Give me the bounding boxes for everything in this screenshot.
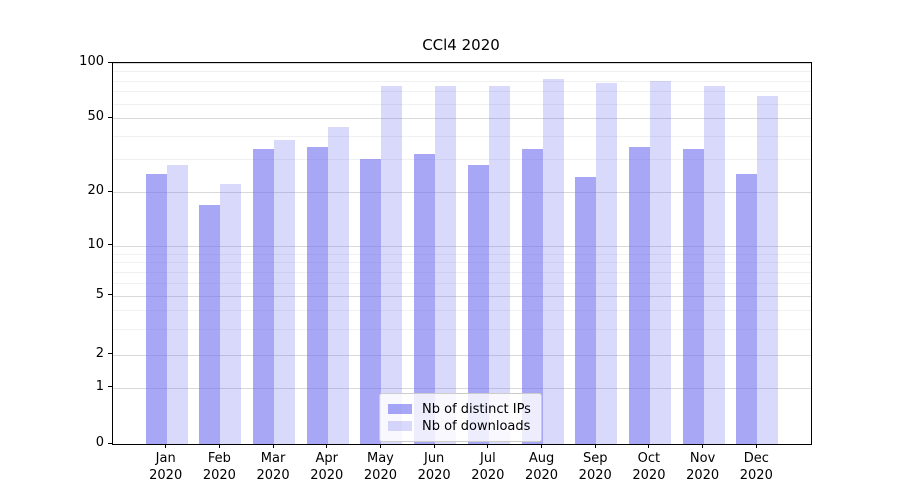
x-tick-mark	[487, 444, 489, 448]
x-tick-label: May 2020	[363, 451, 397, 483]
legend: Nb of distinct IPs Nb of downloads	[379, 393, 542, 442]
minor-gridline	[113, 262, 811, 264]
y-tick-mark	[108, 244, 112, 246]
y-tick-mark	[108, 61, 112, 63]
bar-distinct-ips	[199, 204, 221, 444]
minor-gridline	[113, 80, 811, 82]
x-tick-mark	[594, 444, 596, 448]
minor-gridline	[113, 328, 811, 330]
x-tick-mark	[433, 444, 435, 448]
minor-gridline	[113, 282, 811, 284]
bar-downloads	[327, 126, 349, 444]
x-tick-label: Apr 2020	[310, 451, 344, 483]
x-tick-label: Feb 2020	[202, 451, 236, 483]
bar-downloads	[542, 78, 564, 444]
y-tick-mark	[108, 190, 112, 192]
bar-distinct-ips	[628, 146, 650, 444]
y-tick-mark	[108, 116, 112, 118]
chart-title: CCl4 2020	[422, 36, 500, 54]
bar-downloads	[649, 80, 671, 444]
y-tick-label: 0	[95, 435, 104, 450]
major-gridline	[113, 63, 811, 64]
y-tick-label: 20	[87, 183, 104, 198]
bar-distinct-ips	[253, 149, 275, 444]
x-tick-mark	[702, 444, 704, 448]
major-gridline	[113, 245, 811, 247]
x-tick-label: Jun 2020	[417, 451, 451, 483]
bar-distinct-ips	[682, 149, 704, 444]
y-tick-mark	[108, 294, 112, 296]
bar-downloads	[757, 95, 779, 444]
x-tick-mark	[272, 444, 274, 448]
x-tick-label: Jan 2020	[149, 451, 183, 483]
plot-area: Nb of distinct IPs Nb of downloads	[112, 62, 812, 445]
major-gridline	[113, 295, 811, 297]
legend-label-distinct-ips: Nb of distinct IPs	[422, 401, 531, 417]
minor-gridline	[113, 71, 811, 73]
bar-downloads	[488, 85, 510, 444]
y-tick-label: 50	[87, 109, 104, 125]
x-tick-label: Aug 2020	[524, 451, 559, 483]
bar-downloads	[274, 140, 296, 444]
minor-gridline	[113, 253, 811, 255]
bar-downloads	[166, 164, 188, 444]
minor-gridline	[113, 91, 811, 93]
x-tick-label: Sep 2020	[578, 451, 612, 483]
legend-swatch-distinct-ips	[388, 404, 412, 414]
bar-distinct-ips	[306, 146, 328, 444]
x-tick-label: Jul 2020	[471, 451, 505, 483]
x-tick-mark	[379, 444, 381, 448]
y-tick-mark	[108, 353, 112, 355]
bar-distinct-ips	[575, 177, 597, 444]
bar-downloads	[703, 85, 725, 444]
x-tick-mark	[755, 444, 757, 448]
x-tick-label: Mar 2020	[256, 451, 290, 483]
bar-downloads	[381, 85, 403, 444]
minor-gridline	[113, 310, 811, 312]
x-tick-mark	[165, 444, 167, 448]
bar-downloads	[220, 184, 242, 444]
major-gridline	[113, 354, 811, 356]
minor-gridline	[113, 159, 811, 161]
major-gridline	[113, 387, 811, 389]
y-tick-mark	[108, 386, 112, 388]
minor-gridline	[113, 271, 811, 273]
legend-label-downloads: Nb of downloads	[422, 418, 531, 434]
bar-distinct-ips	[521, 149, 543, 444]
y-tick-label: 5	[95, 286, 104, 302]
x-tick-label: Oct 2020	[632, 451, 666, 483]
bar-distinct-ips	[736, 173, 758, 444]
y-tick-mark	[108, 442, 112, 444]
x-tick-mark	[218, 444, 220, 448]
legend-swatch-downloads	[388, 421, 412, 431]
bar-downloads	[596, 82, 618, 444]
minor-gridline	[113, 103, 811, 105]
major-gridline	[113, 118, 811, 120]
x-tick-mark	[326, 444, 328, 448]
x-tick-mark	[541, 444, 543, 448]
bar-downloads	[435, 85, 457, 444]
major-gridline	[113, 192, 811, 193]
bar-distinct-ips	[414, 154, 436, 444]
legend-item-downloads: Nb of downloads	[388, 418, 531, 434]
minor-gridline	[113, 136, 811, 138]
x-tick-mark	[648, 444, 650, 448]
y-tick-label: 2	[95, 345, 104, 361]
legend-item-distinct-ips: Nb of distinct IPs	[388, 401, 531, 417]
bar-distinct-ips	[360, 159, 382, 444]
bar-distinct-ips	[467, 164, 489, 444]
x-tick-label: Nov 2020	[686, 451, 720, 483]
y-tick-label: 100	[79, 54, 104, 69]
x-tick-label: Dec 2020	[739, 451, 773, 483]
y-tick-label: 10	[87, 236, 104, 252]
bar-distinct-ips	[145, 173, 167, 444]
y-tick-label: 1	[95, 378, 104, 394]
